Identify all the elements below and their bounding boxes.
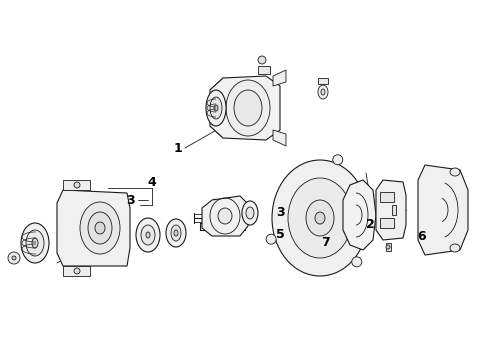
Ellipse shape <box>80 202 120 254</box>
Circle shape <box>386 245 390 249</box>
Bar <box>380 218 394 228</box>
Ellipse shape <box>21 223 49 263</box>
Polygon shape <box>210 76 280 140</box>
Circle shape <box>333 155 343 165</box>
Bar <box>392 205 396 215</box>
Ellipse shape <box>315 212 325 224</box>
Ellipse shape <box>32 238 38 248</box>
Circle shape <box>8 252 20 264</box>
Ellipse shape <box>171 225 181 241</box>
Ellipse shape <box>174 230 178 236</box>
Text: 3: 3 <box>126 194 134 207</box>
Polygon shape <box>63 180 90 190</box>
Ellipse shape <box>214 105 218 111</box>
Circle shape <box>74 268 80 274</box>
Ellipse shape <box>141 225 155 245</box>
Polygon shape <box>57 190 130 266</box>
Circle shape <box>258 56 266 64</box>
Ellipse shape <box>95 222 105 234</box>
Ellipse shape <box>226 80 270 136</box>
Text: 5: 5 <box>275 229 284 242</box>
Bar <box>386 243 391 251</box>
Text: 4: 4 <box>147 176 156 189</box>
Ellipse shape <box>146 232 150 238</box>
Circle shape <box>352 257 362 267</box>
Circle shape <box>74 182 80 188</box>
Ellipse shape <box>26 230 44 256</box>
Ellipse shape <box>210 97 222 119</box>
Polygon shape <box>376 180 406 240</box>
Bar <box>380 192 394 202</box>
Ellipse shape <box>450 244 460 252</box>
Ellipse shape <box>306 200 334 236</box>
Text: 2: 2 <box>366 219 374 231</box>
Polygon shape <box>202 196 248 236</box>
Ellipse shape <box>246 207 254 219</box>
Ellipse shape <box>206 90 226 126</box>
Ellipse shape <box>288 178 352 258</box>
Bar <box>258 66 270 74</box>
Ellipse shape <box>321 89 325 95</box>
Ellipse shape <box>450 168 460 176</box>
Text: 6: 6 <box>417 230 426 243</box>
Ellipse shape <box>234 90 262 126</box>
Circle shape <box>12 256 16 260</box>
Ellipse shape <box>218 208 232 224</box>
Ellipse shape <box>136 218 160 252</box>
Circle shape <box>266 234 276 244</box>
Polygon shape <box>63 266 90 276</box>
Polygon shape <box>418 165 468 255</box>
Ellipse shape <box>318 85 328 99</box>
Polygon shape <box>273 130 286 146</box>
Text: 1: 1 <box>173 141 182 154</box>
Bar <box>318 78 328 84</box>
Ellipse shape <box>166 219 186 247</box>
Ellipse shape <box>88 212 112 244</box>
Ellipse shape <box>272 160 368 276</box>
Text: 3: 3 <box>276 206 284 219</box>
Polygon shape <box>343 180 376 250</box>
Text: 7: 7 <box>320 235 329 248</box>
Ellipse shape <box>242 201 258 225</box>
Polygon shape <box>273 70 286 86</box>
